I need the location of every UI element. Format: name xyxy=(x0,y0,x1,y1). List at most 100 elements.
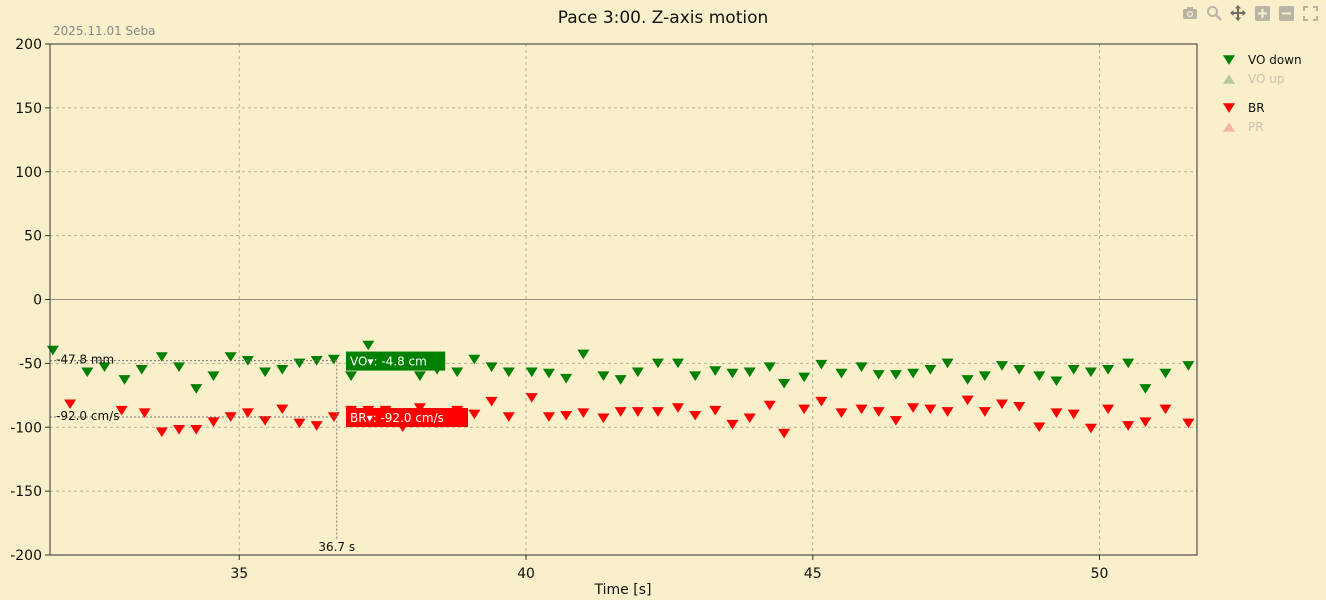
zoom-out-icon[interactable] xyxy=(1276,4,1296,22)
data-point[interactable] xyxy=(778,428,791,439)
data-point[interactable] xyxy=(763,362,776,373)
data-point[interactable] xyxy=(941,358,954,369)
pan-icon[interactable] xyxy=(1228,4,1248,22)
data-point[interactable] xyxy=(907,368,920,379)
data-point[interactable] xyxy=(726,419,739,430)
zoom-in-icon[interactable] xyxy=(1252,4,1272,22)
data-point[interactable] xyxy=(310,356,323,366)
data-point[interactable] xyxy=(597,371,610,381)
legend-item-pr[interactable]: PR xyxy=(1223,120,1264,134)
data-point[interactable] xyxy=(924,364,937,375)
data-point[interactable] xyxy=(1084,423,1097,434)
data-point[interactable] xyxy=(651,358,664,369)
data-point[interactable] xyxy=(1033,371,1046,381)
data-point[interactable] xyxy=(1013,364,1026,375)
data-point[interactable] xyxy=(485,396,498,407)
data-point[interactable] xyxy=(763,400,776,411)
data-point[interactable] xyxy=(872,407,885,417)
data-point[interactable] xyxy=(996,361,1009,371)
data-point[interactable] xyxy=(907,403,920,413)
data-point[interactable] xyxy=(1033,422,1046,433)
data-point[interactable] xyxy=(1067,409,1080,420)
legend-item-br[interactable]: BR xyxy=(1223,101,1265,115)
data-point[interactable] xyxy=(671,358,684,369)
data-point[interactable] xyxy=(468,354,481,365)
data-point[interactable] xyxy=(276,404,289,415)
data-point[interactable] xyxy=(689,410,702,421)
data-point[interactable] xyxy=(978,371,991,381)
data-point[interactable] xyxy=(155,352,168,362)
data-point[interactable] xyxy=(743,413,756,424)
data-point[interactable] xyxy=(1102,404,1115,415)
data-point[interactable] xyxy=(560,410,573,421)
data-point[interactable] xyxy=(743,367,756,378)
camera-icon[interactable] xyxy=(1180,4,1200,22)
fullscreen-icon[interactable] xyxy=(1300,4,1320,22)
data-point[interactable] xyxy=(173,425,186,435)
data-point[interactable] xyxy=(815,359,828,370)
data-point[interactable] xyxy=(118,375,131,385)
data-point[interactable] xyxy=(259,367,272,378)
data-point[interactable] xyxy=(310,421,323,431)
data-point[interactable] xyxy=(1182,418,1195,429)
data-point[interactable] xyxy=(207,371,220,381)
data-point[interactable] xyxy=(241,408,254,418)
data-point[interactable] xyxy=(525,367,538,378)
data-point[interactable] xyxy=(1159,404,1172,415)
data-point[interactable] xyxy=(327,412,340,422)
data-point[interactable] xyxy=(709,366,722,376)
data-point[interactable] xyxy=(689,371,702,381)
legend[interactable]: VO down VO up BR PR xyxy=(1223,53,1302,134)
data-point[interactable] xyxy=(855,362,868,373)
data-point[interactable] xyxy=(996,399,1009,410)
data-point[interactable] xyxy=(98,362,111,373)
data-point[interactable] xyxy=(224,352,237,362)
data-point[interactable] xyxy=(560,373,573,384)
data-point[interactable] xyxy=(924,404,937,415)
data-point[interactable] xyxy=(835,408,848,418)
data-point[interactable] xyxy=(327,354,340,365)
data-point[interactable] xyxy=(798,372,811,383)
data-point[interactable] xyxy=(155,427,168,438)
data-point[interactable] xyxy=(709,405,722,416)
data-point[interactable] xyxy=(1102,364,1115,375)
data-point[interactable] xyxy=(872,370,885,380)
data-point[interactable] xyxy=(173,362,186,373)
data-point[interactable] xyxy=(81,367,94,378)
data-point[interactable] xyxy=(1182,361,1195,371)
data-point[interactable] xyxy=(1159,368,1172,379)
data-point[interactable] xyxy=(485,362,498,373)
data-point[interactable] xyxy=(597,413,610,424)
data-point[interactable] xyxy=(1050,376,1063,387)
data-point[interactable] xyxy=(1013,402,1026,412)
data-point[interactable] xyxy=(1050,408,1063,418)
data-point[interactable] xyxy=(115,405,128,416)
data-point[interactable] xyxy=(135,364,148,375)
data-point[interactable] xyxy=(362,340,375,351)
data-point[interactable] xyxy=(542,368,555,379)
data-point[interactable] xyxy=(631,367,644,378)
data-point[interactable] xyxy=(978,407,991,417)
data-point[interactable] xyxy=(577,408,590,418)
data-point[interactable] xyxy=(64,399,77,410)
data-point[interactable] xyxy=(190,425,203,435)
data-point[interactable] xyxy=(1084,367,1097,378)
data-point[interactable] xyxy=(451,367,464,378)
data-point[interactable] xyxy=(190,384,203,394)
data-point[interactable] xyxy=(835,368,848,379)
legend-item-vo-down[interactable]: VO down xyxy=(1223,53,1302,67)
data-point[interactable] xyxy=(138,408,151,418)
data-point[interactable] xyxy=(614,407,627,417)
data-point[interactable] xyxy=(1067,364,1080,375)
data-point[interactable] xyxy=(502,412,515,422)
data-point[interactable] xyxy=(577,349,590,360)
data-point[interactable] xyxy=(889,416,902,426)
data-point[interactable] xyxy=(961,375,974,385)
data-point[interactable] xyxy=(207,417,220,427)
data-point[interactable] xyxy=(671,403,684,413)
data-point[interactable] xyxy=(614,375,627,385)
data-point[interactable] xyxy=(542,412,555,422)
data-point[interactable] xyxy=(1122,358,1135,369)
data-point[interactable] xyxy=(889,370,902,380)
